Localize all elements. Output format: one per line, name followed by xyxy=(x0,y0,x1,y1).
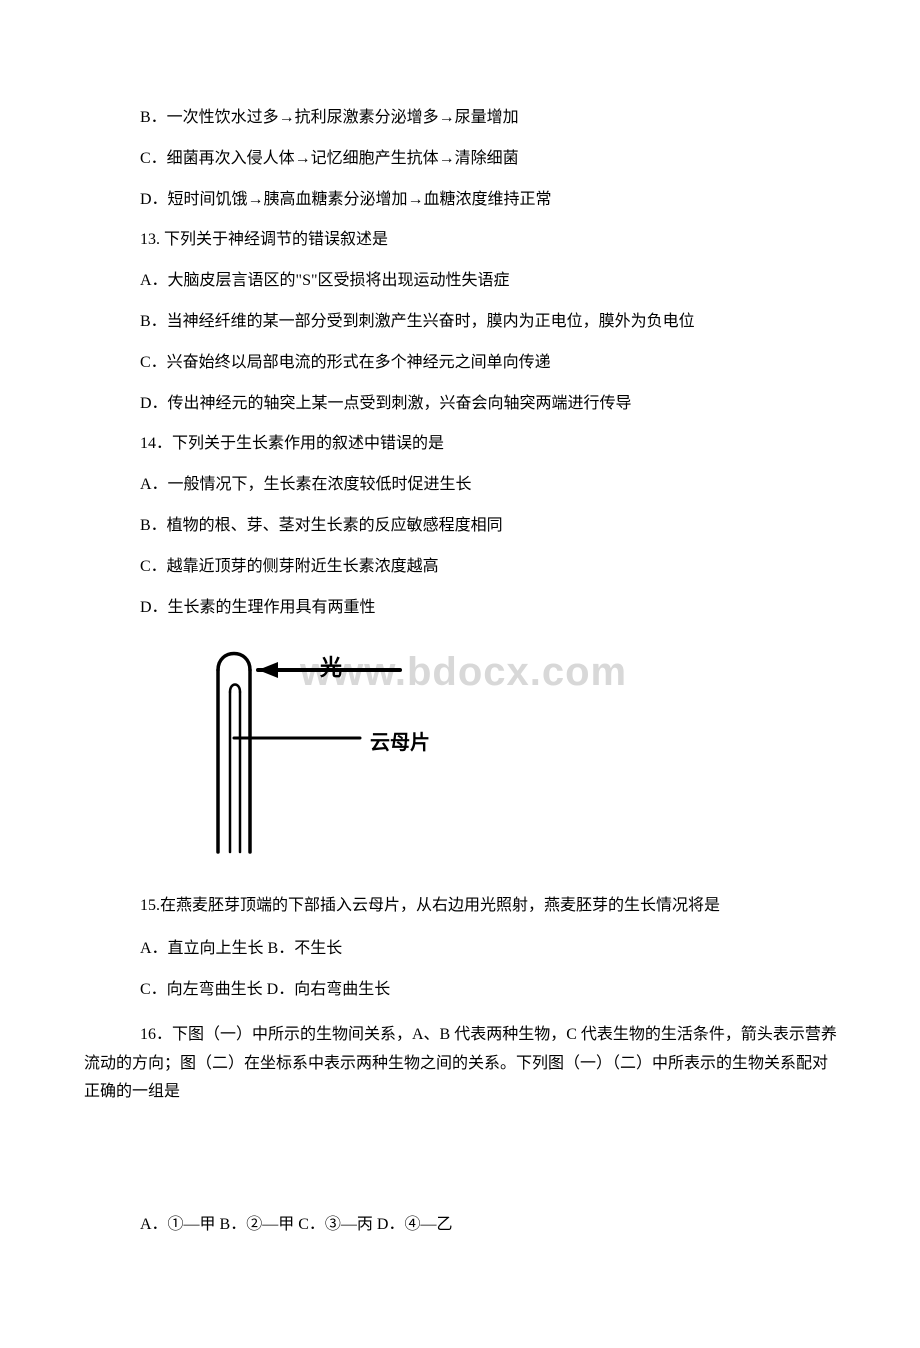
q14-option-b: B．植物的根、芽、茎对生长素的反应敏感程度相同 xyxy=(140,508,840,545)
q13-option-a: A．大脑皮层言语区的"S"区受损将出现运动性失语症 xyxy=(140,263,840,300)
q12-option-b: B．一次性饮水过多→抗利尿激素分泌增多→尿量增加 xyxy=(140,100,840,137)
q16-stem: 16．下图（一）中所示的生物间关系，A、B 代表两种生物，C 代表生物的生活条件… xyxy=(84,1021,840,1107)
light-label: 光 xyxy=(320,650,342,682)
q15-options-ab: A．直立向上生长 B．不生长 xyxy=(84,931,840,968)
coleoptile-diagram: www.bdocx.com 光 云母片 xyxy=(200,642,750,872)
q16-figure-placeholder xyxy=(84,1117,840,1207)
q12-option-c: C．细菌再次入侵人体→记忆细胞产生抗体→清除细菌 xyxy=(140,141,840,178)
q15-options-cd: C．向左弯曲生长 D．向右弯曲生长 xyxy=(84,972,840,1009)
q14-option-d: D．生长素的生理作用具有两重性 xyxy=(140,590,840,627)
q14-stem: 14．下列关于生长素作用的叙述中错误的是 xyxy=(140,426,840,463)
mica-label: 云母片 xyxy=(370,726,430,755)
q13-option-c: C．兴奋始终以局部电流的形式在多个神经元之间单向传递 xyxy=(140,345,840,382)
q16-options: A．①—甲 B．②—甲 C．③—丙 D．④—乙 xyxy=(84,1207,840,1244)
q13-option-d: D．传出神经元的轴突上某一点受到刺激，兴奋会向轴突两端进行传导 xyxy=(140,386,840,423)
q12-option-d: D．短时间饥饿→胰高血糖素分泌增加→血糖浓度维持正常 xyxy=(140,182,840,219)
q14-option-a: A．一般情况下，生长素在浓度较低时促进生长 xyxy=(140,467,840,504)
q14-option-c: C．越靠近顶芽的侧芽附近生长素浓度越高 xyxy=(140,549,840,586)
q13-option-b: B．当神经纤维的某一部分受到刺激产生兴奋时，膜内为正电位，膜外为负电位 xyxy=(140,304,840,341)
q13-stem: 13. 下列关于神经调节的错误叙述是 xyxy=(140,222,840,259)
q15-stem: 15.在燕麦胚芽顶端的下部插入云母片，从右边用光照射，燕麦胚芽的生长情况将是 xyxy=(84,892,840,921)
